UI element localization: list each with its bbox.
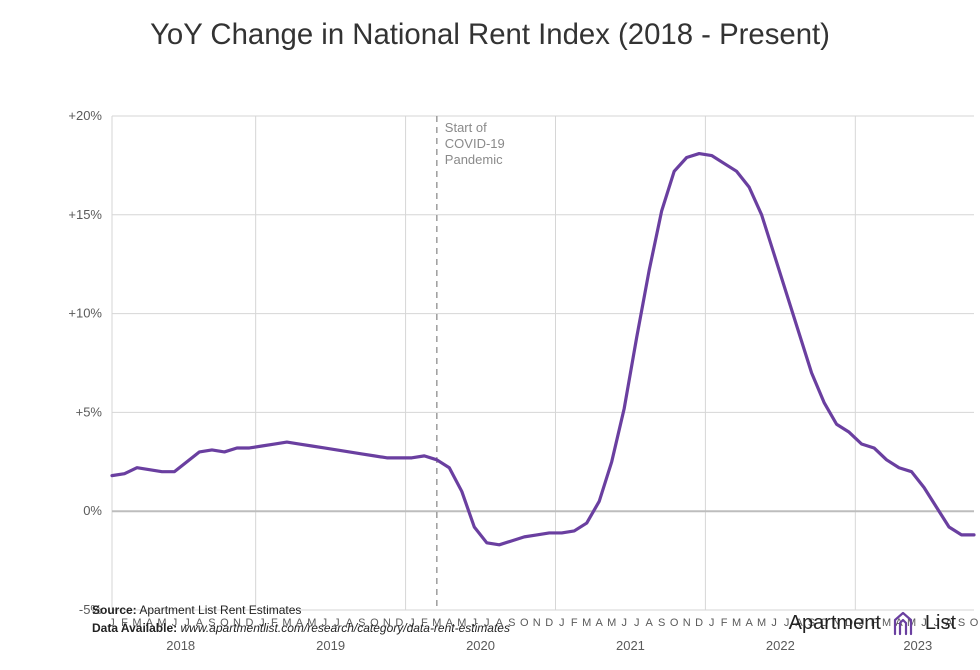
x-year-label: 2020 xyxy=(466,638,495,653)
brand-logo: Apartment List xyxy=(789,609,956,637)
brand-icon xyxy=(889,609,917,637)
line-chart-svg: Start ofCOVID-19Pandemic-5%0%+5%+10%+15%… xyxy=(24,60,980,670)
x-year-label: 2019 xyxy=(316,638,345,653)
y-tick-label: 0% xyxy=(83,503,102,518)
footer-meta: Source: Apartment List Rent Estimates Da… xyxy=(92,602,510,637)
x-year-label: 2021 xyxy=(616,638,645,653)
chart-area: Start ofCOVID-19Pandemic-5%0%+5%+10%+15%… xyxy=(24,60,956,670)
x-year-label: 2023 xyxy=(903,638,932,653)
chart-title: YoY Change in National Rent Index (2018 … xyxy=(24,18,956,52)
y-tick-label: +10% xyxy=(68,306,102,321)
x-month-label: O xyxy=(970,617,979,629)
source-label: Source: xyxy=(92,603,137,617)
data-url: www.apartmentlist.com/research/category/… xyxy=(181,621,510,635)
brand-text-right: List xyxy=(925,612,956,635)
covid-annotation: Start ofCOVID-19Pandemic xyxy=(445,120,505,167)
x-year-label: 2022 xyxy=(766,638,795,653)
data-label: Data Available: xyxy=(92,621,177,635)
source-value: Apartment List Rent Estimates xyxy=(139,603,301,617)
chart-footer: Source: Apartment List Rent Estimates Da… xyxy=(92,602,956,637)
x-month-label: S xyxy=(958,617,965,629)
y-tick-label: +5% xyxy=(76,404,103,419)
rent-index-line xyxy=(112,154,974,545)
brand-text-left: Apartment xyxy=(789,612,881,635)
x-year-label: 2018 xyxy=(166,638,195,653)
y-tick-label: +15% xyxy=(68,207,102,222)
y-tick-label: +20% xyxy=(68,108,102,123)
